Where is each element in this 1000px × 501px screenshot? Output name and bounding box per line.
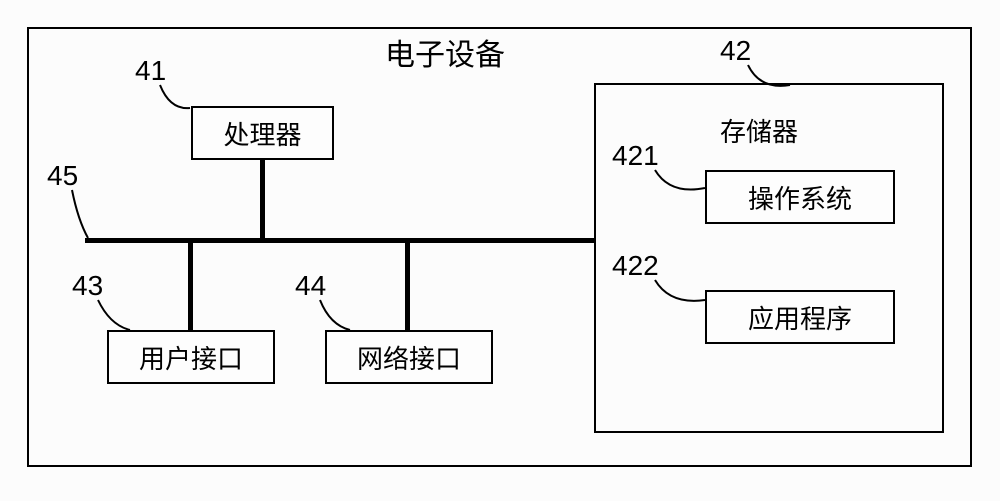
leader-lines: [0, 0, 1000, 501]
diagram-canvas: 电子设备 处理器 存储器 操作系统 应用程序 用户接口 网络接口 41 42 4…: [0, 0, 1000, 501]
